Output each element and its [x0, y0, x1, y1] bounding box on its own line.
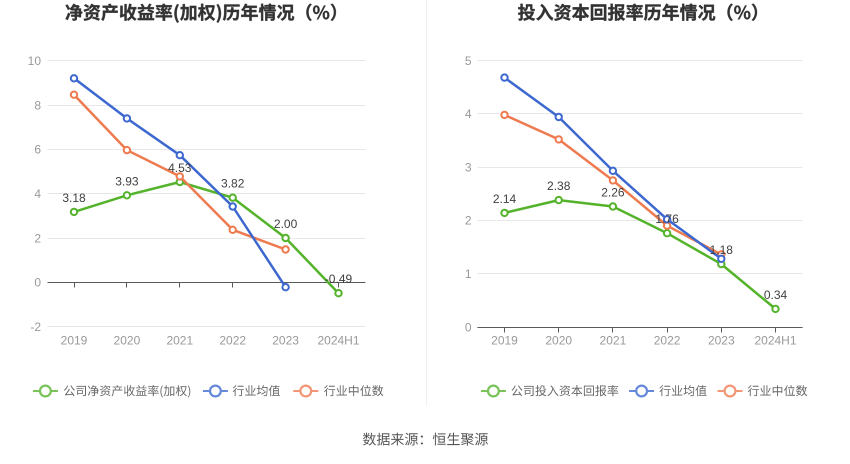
svg-text:10: 10: [28, 54, 42, 68]
svg-text:2: 2: [34, 231, 41, 245]
svg-text:3: 3: [465, 160, 472, 174]
svg-text:4.53: 4.53: [168, 161, 192, 175]
svg-text:2023: 2023: [708, 334, 735, 348]
svg-text:4: 4: [465, 107, 472, 121]
svg-text:2022: 2022: [654, 334, 681, 348]
svg-text:2.14: 2.14: [493, 192, 517, 206]
svg-text:-2: -2: [30, 320, 41, 334]
svg-text:2021: 2021: [166, 334, 193, 348]
svg-text:2.26: 2.26: [601, 186, 625, 200]
svg-text:-0.49: -0.49: [325, 272, 353, 286]
svg-text:2.38: 2.38: [547, 179, 571, 193]
svg-text:3.93: 3.93: [115, 174, 139, 188]
svg-text:2020: 2020: [545, 334, 572, 348]
svg-text:2.00: 2.00: [274, 217, 298, 231]
svg-text:2021: 2021: [600, 334, 627, 348]
svg-text:3.82: 3.82: [221, 177, 245, 191]
svg-text:5: 5: [465, 54, 472, 68]
svg-text:2020: 2020: [114, 334, 141, 348]
svg-text:2019: 2019: [61, 334, 88, 348]
svg-text:0: 0: [465, 320, 472, 334]
svg-text:6: 6: [34, 143, 41, 157]
svg-text:2019: 2019: [491, 334, 518, 348]
svg-text:4: 4: [34, 187, 41, 201]
svg-text:0.34: 0.34: [764, 288, 788, 302]
svg-text:2: 2: [465, 214, 472, 228]
svg-text:0: 0: [34, 276, 41, 290]
svg-text:2024H1: 2024H1: [317, 334, 359, 348]
svg-text:1.76: 1.76: [655, 212, 679, 226]
svg-text:2024H1: 2024H1: [754, 334, 796, 348]
svg-text:1.18: 1.18: [710, 243, 734, 257]
svg-text:8: 8: [34, 98, 41, 112]
svg-text:2023: 2023: [272, 334, 299, 348]
svg-text:2022: 2022: [219, 334, 246, 348]
svg-text:3.18: 3.18: [62, 191, 86, 205]
svg-text:1: 1: [465, 267, 472, 281]
